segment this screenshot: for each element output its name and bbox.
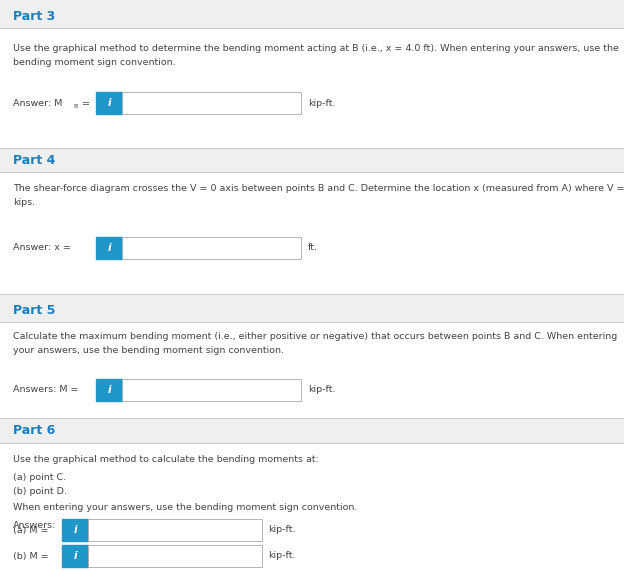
Text: (b) point D.: (b) point D. bbox=[13, 487, 67, 496]
Text: B: B bbox=[73, 104, 77, 110]
Text: kips.: kips. bbox=[13, 198, 35, 207]
Text: i: i bbox=[107, 243, 110, 253]
Text: ft.: ft. bbox=[308, 243, 318, 252]
Text: kip-ft.: kip-ft. bbox=[268, 552, 296, 561]
Text: Answers:: Answers: bbox=[13, 521, 56, 530]
Text: Answer: M: Answer: M bbox=[13, 99, 62, 107]
Text: Part 3: Part 3 bbox=[13, 10, 56, 22]
Text: Use the graphical method to calculate the bending moments at:: Use the graphical method to calculate th… bbox=[13, 455, 319, 464]
Text: =: = bbox=[79, 99, 90, 107]
Text: (a) M =: (a) M = bbox=[13, 525, 49, 534]
Text: Answers: M =: Answers: M = bbox=[13, 385, 79, 395]
Text: bending moment sign convention.: bending moment sign convention. bbox=[13, 58, 175, 67]
FancyBboxPatch shape bbox=[96, 379, 122, 401]
Text: (b) M =: (b) M = bbox=[13, 552, 49, 561]
FancyBboxPatch shape bbox=[96, 237, 122, 259]
Text: your answers, use the bending moment sign convention.: your answers, use the bending moment sig… bbox=[13, 346, 284, 355]
FancyBboxPatch shape bbox=[0, 28, 624, 148]
FancyBboxPatch shape bbox=[122, 379, 301, 401]
FancyBboxPatch shape bbox=[62, 519, 88, 541]
Text: Answer: x =: Answer: x = bbox=[13, 243, 71, 252]
Text: i: i bbox=[107, 98, 110, 108]
FancyBboxPatch shape bbox=[96, 92, 122, 114]
FancyBboxPatch shape bbox=[88, 519, 262, 541]
FancyBboxPatch shape bbox=[122, 237, 301, 259]
FancyBboxPatch shape bbox=[0, 0, 624, 28]
Text: kip-ft.: kip-ft. bbox=[308, 385, 336, 395]
Text: Part 4: Part 4 bbox=[13, 154, 56, 167]
FancyBboxPatch shape bbox=[0, 443, 624, 571]
Text: Calculate the maximum bending moment (i.e., either positive or negative) that oc: Calculate the maximum bending moment (i.… bbox=[13, 332, 617, 341]
FancyBboxPatch shape bbox=[0, 172, 624, 294]
FancyBboxPatch shape bbox=[122, 92, 301, 114]
Text: Part 6: Part 6 bbox=[13, 424, 56, 436]
Text: i: i bbox=[73, 551, 77, 561]
Text: i: i bbox=[73, 525, 77, 535]
Text: kip-ft.: kip-ft. bbox=[268, 525, 296, 534]
Text: Part 5: Part 5 bbox=[13, 304, 56, 316]
Text: When entering your answers, use the bending moment sign convention.: When entering your answers, use the bend… bbox=[13, 503, 358, 512]
Text: (a) point C.: (a) point C. bbox=[13, 473, 66, 482]
Text: Use the graphical method to determine the bending moment acting at B (i.e., x = : Use the graphical method to determine th… bbox=[13, 44, 619, 53]
FancyBboxPatch shape bbox=[88, 545, 262, 567]
Text: i: i bbox=[107, 385, 110, 395]
Text: The shear-force diagram crosses the V = 0 axis between points B and C. Determine: The shear-force diagram crosses the V = … bbox=[13, 184, 624, 193]
FancyBboxPatch shape bbox=[62, 545, 88, 567]
Text: kip-ft.: kip-ft. bbox=[308, 99, 336, 107]
FancyBboxPatch shape bbox=[0, 322, 624, 418]
